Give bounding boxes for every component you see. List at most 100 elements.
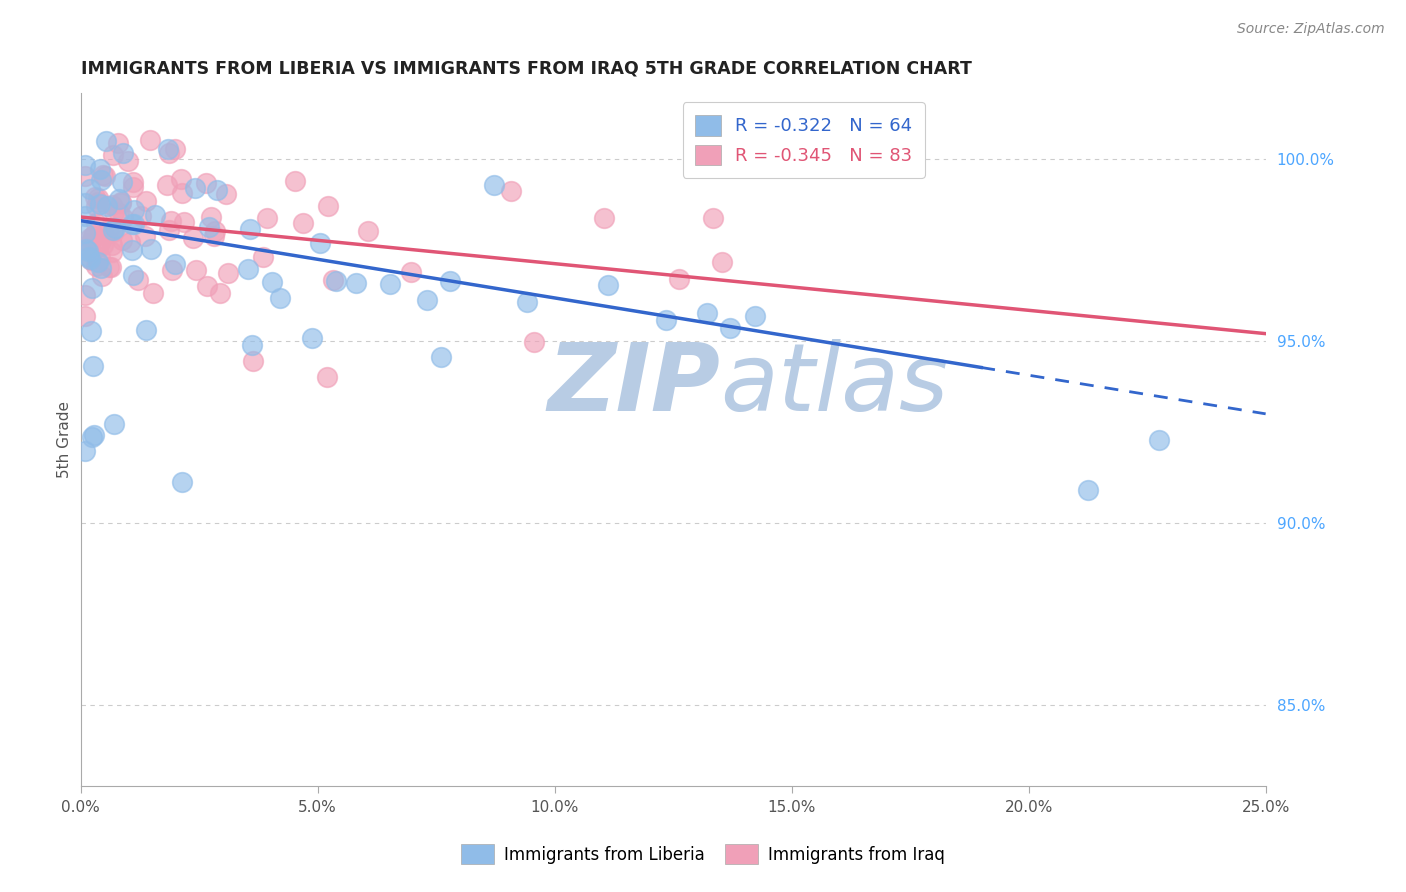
- Legend: R = -0.322   N = 64, R = -0.345   N = 83: R = -0.322 N = 64, R = -0.345 N = 83: [683, 102, 925, 178]
- Point: [430, 350, 453, 364]
- Point: [162, 262, 184, 277]
- Point: [75, 196, 97, 211]
- Point: [711, 255, 734, 269]
- Point: [75, 169, 97, 183]
- Point: [110, 196, 132, 211]
- Point: [181, 230, 204, 244]
- Point: [79, 231, 101, 245]
- Point: [75, 310, 97, 324]
- Point: [89, 161, 111, 176]
- Point: [718, 321, 741, 335]
- Point: [84, 190, 107, 204]
- Point: [269, 291, 291, 305]
- Point: [252, 250, 274, 264]
- Point: [96, 134, 118, 148]
- Point: [301, 331, 323, 345]
- Point: [82, 359, 104, 373]
- Point: [202, 228, 225, 243]
- Point: [217, 266, 239, 280]
- Point: [77, 244, 100, 258]
- Point: [173, 215, 195, 229]
- Point: [322, 273, 344, 287]
- Point: [170, 171, 193, 186]
- Point: [592, 211, 614, 225]
- Point: [236, 262, 259, 277]
- Point: [79, 242, 101, 256]
- Point: [315, 370, 337, 384]
- Point: [134, 228, 156, 243]
- Point: [86, 259, 108, 273]
- Point: [135, 322, 157, 336]
- Point: [380, 277, 402, 291]
- Point: [107, 206, 129, 220]
- Point: [90, 172, 112, 186]
- Point: [79, 252, 101, 267]
- Point: [79, 252, 101, 267]
- Point: [309, 236, 332, 251]
- Point: [111, 233, 134, 247]
- Point: [87, 195, 110, 210]
- Point: [139, 133, 162, 147]
- Text: IMMIGRANTS FROM LIBERIA VS IMMIGRANTS FROM IRAQ 5TH GRADE CORRELATION CHART: IMMIGRANTS FROM LIBERIA VS IMMIGRANTS FR…: [80, 60, 972, 78]
- Point: [186, 263, 208, 277]
- Point: [122, 175, 145, 189]
- Point: [75, 242, 97, 256]
- Point: [135, 194, 157, 209]
- Point: [75, 227, 97, 241]
- Legend: Immigrants from Liberia, Immigrants from Iraq: Immigrants from Liberia, Immigrants from…: [454, 838, 952, 871]
- Point: [118, 235, 141, 249]
- Point: [204, 224, 226, 238]
- Point: [96, 223, 118, 237]
- Point: [195, 278, 218, 293]
- Point: [401, 265, 423, 279]
- Point: [200, 210, 222, 224]
- Point: [194, 176, 217, 190]
- Point: [93, 227, 115, 242]
- Text: ZIP: ZIP: [547, 339, 720, 431]
- Point: [108, 192, 131, 206]
- Point: [172, 475, 194, 489]
- Point: [79, 235, 101, 250]
- Point: [156, 178, 179, 192]
- Point: [284, 174, 307, 188]
- Point: [1147, 434, 1170, 448]
- Point: [97, 260, 120, 275]
- Point: [122, 180, 145, 194]
- Point: [80, 281, 103, 295]
- Point: [256, 211, 278, 226]
- Point: [291, 215, 314, 229]
- Point: [129, 209, 152, 223]
- Point: [89, 197, 111, 211]
- Point: [94, 169, 117, 183]
- Point: [139, 242, 162, 256]
- Point: [75, 288, 97, 302]
- Point: [156, 142, 179, 156]
- Point: [96, 199, 118, 213]
- Point: [89, 250, 111, 264]
- Point: [80, 324, 103, 338]
- Point: [101, 238, 124, 252]
- Point: [80, 430, 103, 444]
- Point: [124, 202, 146, 217]
- Point: [79, 182, 101, 196]
- Point: [103, 205, 125, 219]
- Point: [598, 277, 620, 292]
- Point: [111, 211, 134, 225]
- Point: [668, 272, 690, 286]
- Point: [91, 168, 114, 182]
- Point: [121, 217, 143, 231]
- Point: [439, 274, 461, 288]
- Point: [87, 239, 110, 253]
- Point: [516, 295, 538, 310]
- Point: [77, 250, 100, 264]
- Point: [184, 181, 207, 195]
- Point: [103, 225, 125, 239]
- Point: [744, 310, 766, 324]
- Point: [84, 199, 107, 213]
- Point: [145, 208, 167, 222]
- Point: [91, 268, 114, 283]
- Point: [75, 209, 97, 223]
- Point: [205, 183, 228, 197]
- Point: [104, 221, 127, 235]
- Point: [75, 158, 97, 172]
